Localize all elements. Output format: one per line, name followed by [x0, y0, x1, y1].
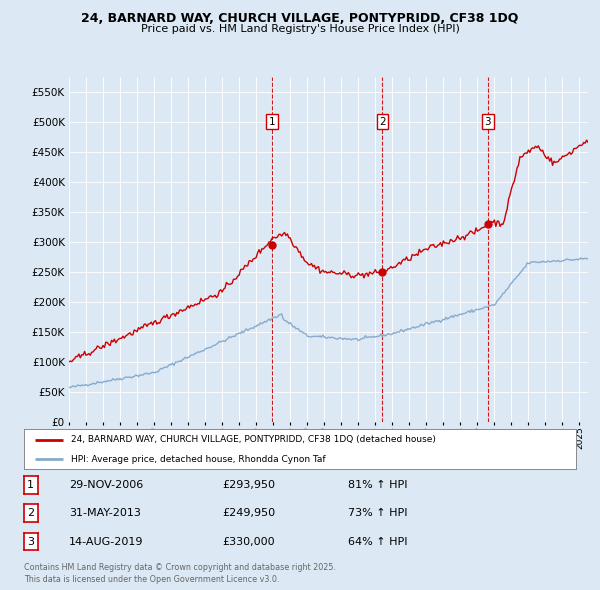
Text: 81% ↑ HPI: 81% ↑ HPI — [348, 480, 407, 490]
Text: £330,000: £330,000 — [222, 537, 275, 546]
Text: 31-MAY-2013: 31-MAY-2013 — [69, 509, 141, 518]
Text: 14-AUG-2019: 14-AUG-2019 — [69, 537, 143, 546]
Text: Contains HM Land Registry data © Crown copyright and database right 2025.: Contains HM Land Registry data © Crown c… — [24, 563, 336, 572]
Text: £249,950: £249,950 — [222, 509, 275, 518]
Text: 64% ↑ HPI: 64% ↑ HPI — [348, 537, 407, 546]
Text: 3: 3 — [485, 117, 491, 127]
Text: HPI: Average price, detached house, Rhondda Cynon Taf: HPI: Average price, detached house, Rhon… — [71, 454, 326, 464]
Text: 24, BARNARD WAY, CHURCH VILLAGE, PONTYPRIDD, CF38 1DQ (detached house): 24, BARNARD WAY, CHURCH VILLAGE, PONTYPR… — [71, 435, 436, 444]
Text: 73% ↑ HPI: 73% ↑ HPI — [348, 509, 407, 518]
Text: 29-NOV-2006: 29-NOV-2006 — [69, 480, 143, 490]
Text: 24, BARNARD WAY, CHURCH VILLAGE, PONTYPRIDD, CF38 1DQ: 24, BARNARD WAY, CHURCH VILLAGE, PONTYPR… — [82, 12, 518, 25]
Text: £293,950: £293,950 — [222, 480, 275, 490]
Text: 3: 3 — [27, 537, 34, 546]
Text: 1: 1 — [27, 480, 34, 490]
Text: Price paid vs. HM Land Registry's House Price Index (HPI): Price paid vs. HM Land Registry's House … — [140, 24, 460, 34]
Text: 2: 2 — [379, 117, 386, 127]
Text: This data is licensed under the Open Government Licence v3.0.: This data is licensed under the Open Gov… — [24, 575, 280, 584]
Text: 1: 1 — [269, 117, 275, 127]
Text: 2: 2 — [27, 509, 34, 518]
